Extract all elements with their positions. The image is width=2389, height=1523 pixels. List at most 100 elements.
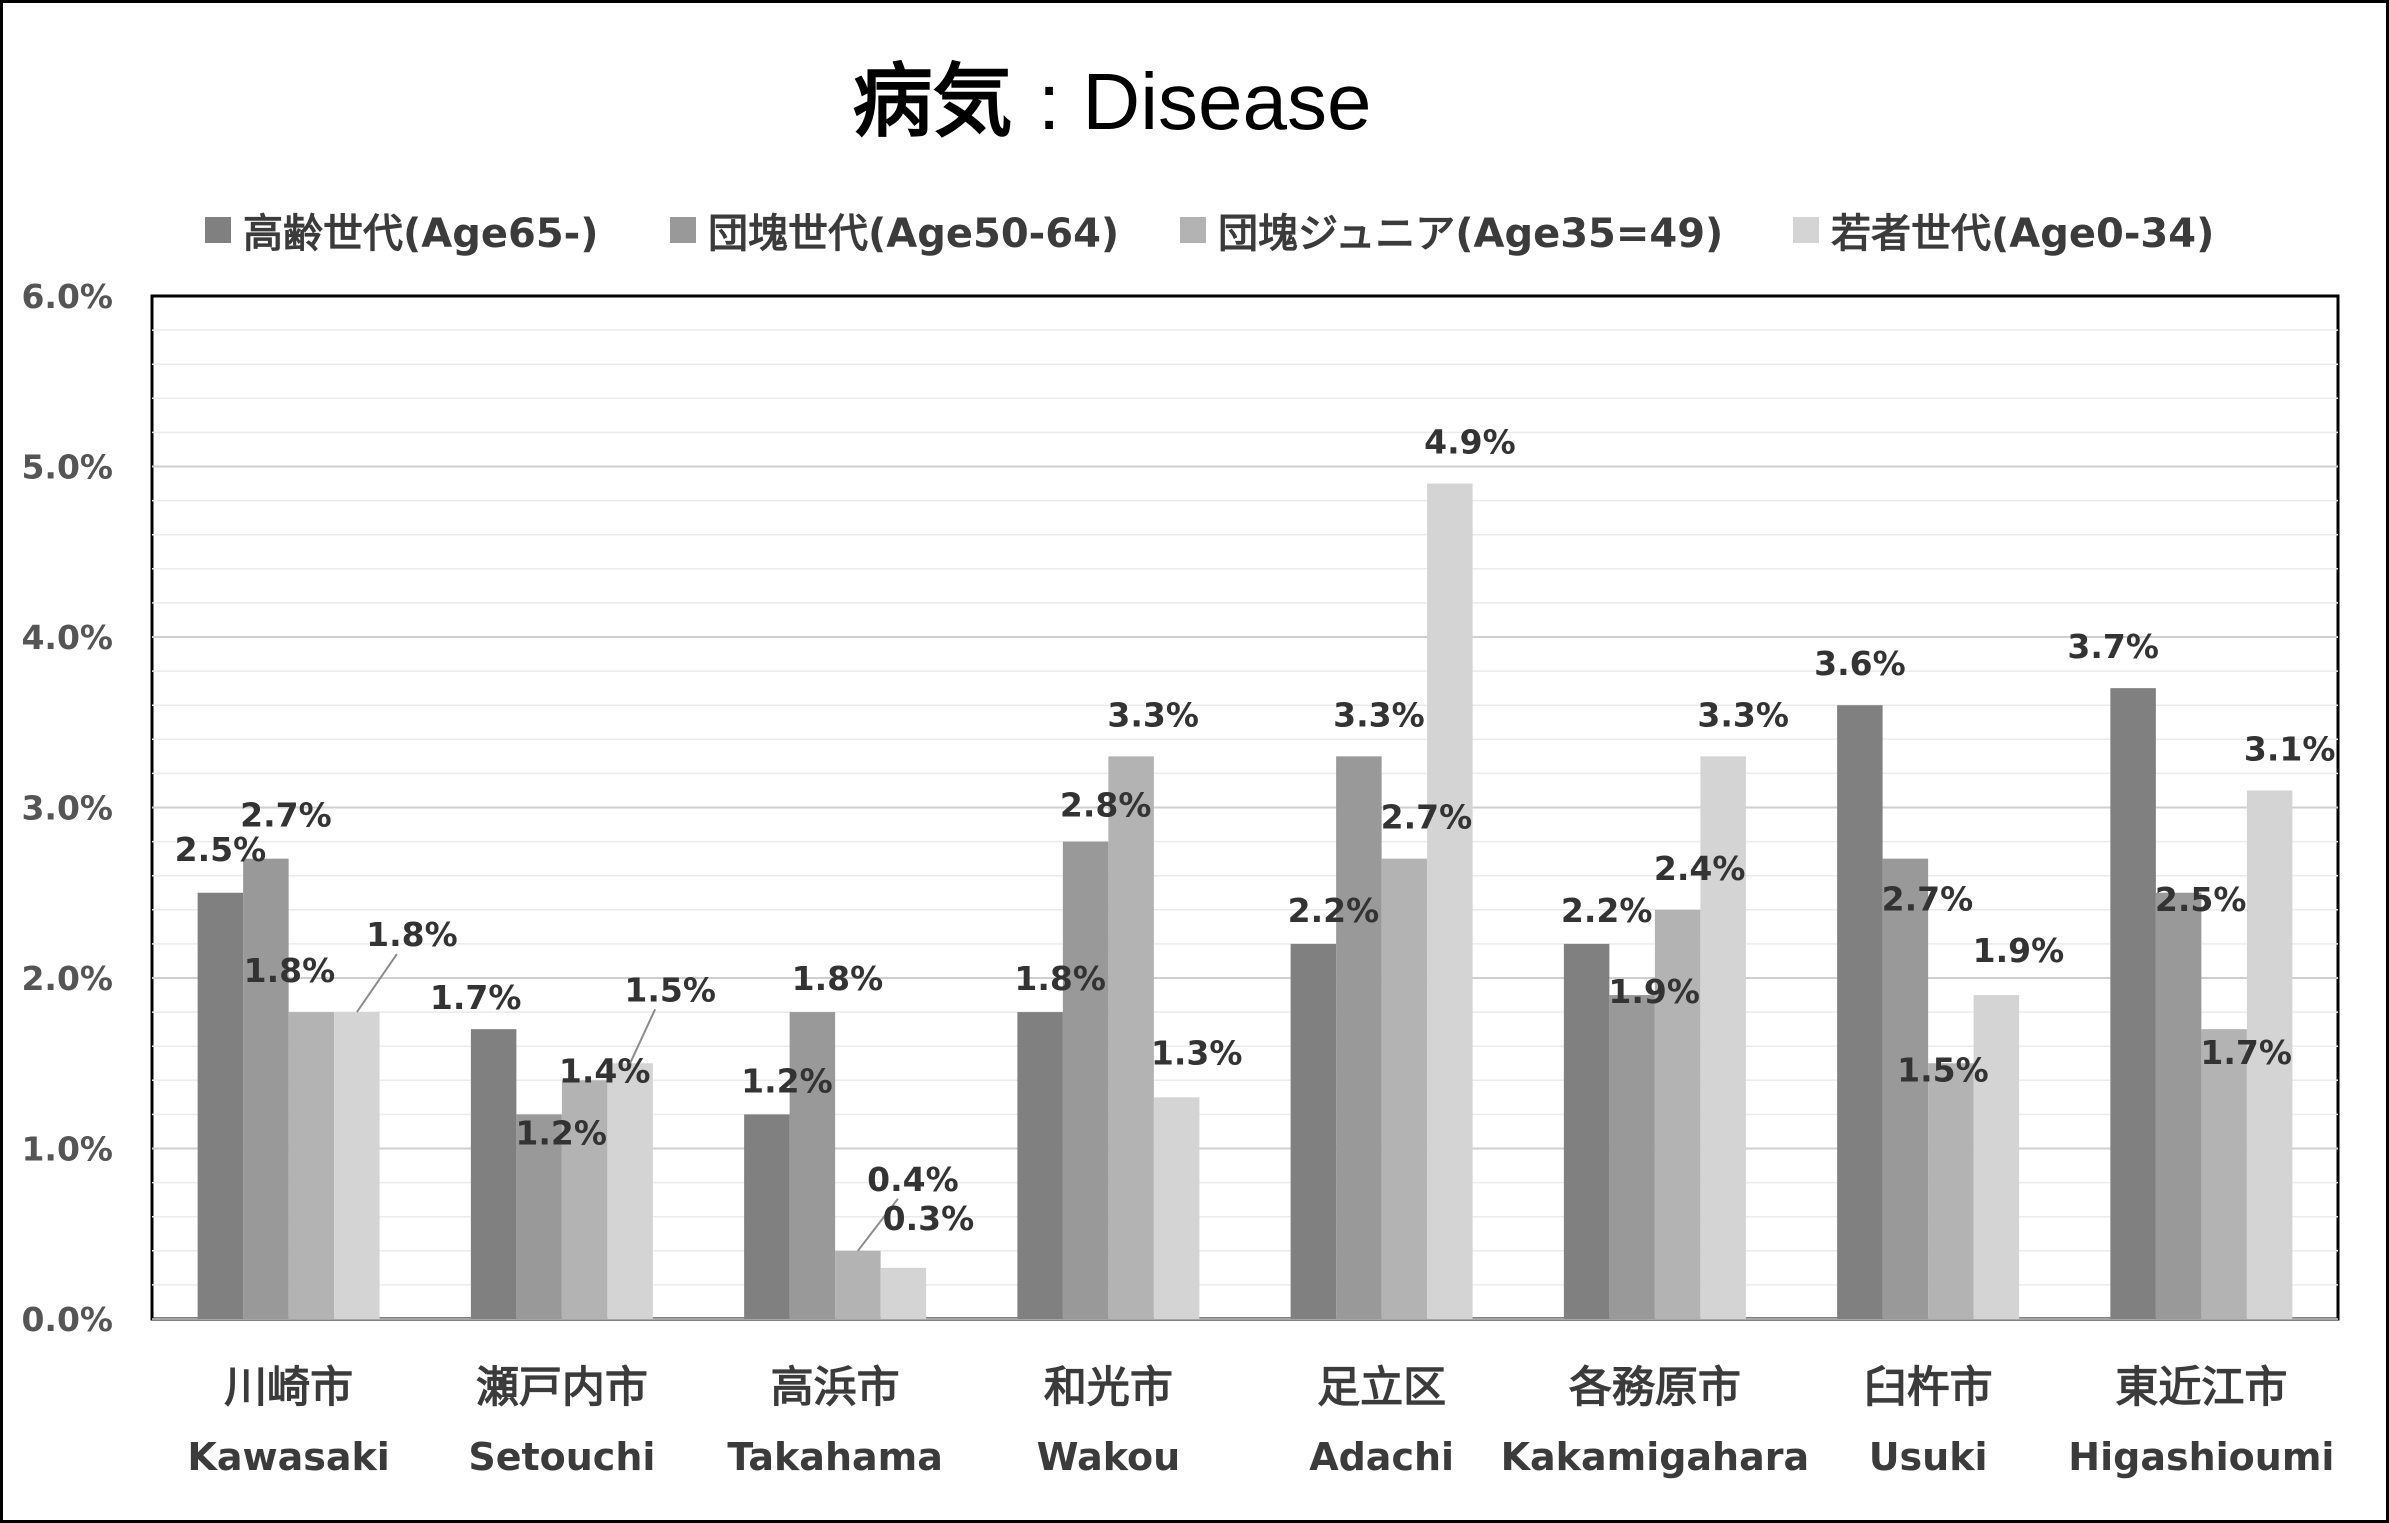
data-label: 2.5% bbox=[2155, 880, 2247, 919]
bar bbox=[607, 1063, 653, 1319]
y-tick-label: 6.0% bbox=[21, 277, 113, 316]
data-label-leader bbox=[857, 1198, 899, 1252]
legend-item-youth: 若者世代(Age0-34) bbox=[1793, 200, 2214, 260]
data-label-leader bbox=[356, 953, 398, 1013]
legend-label-youth: 若者世代(Age0-34) bbox=[1831, 211, 2215, 257]
bar bbox=[2110, 688, 2156, 1319]
bar bbox=[1654, 909, 1701, 1319]
legend-label-baby-boomers: 団塊世代(Age50-64) bbox=[708, 211, 1120, 257]
data-label: 1.9% bbox=[1608, 972, 1700, 1011]
y-tick-label: 5.0% bbox=[21, 448, 113, 487]
data-label: 0.4% bbox=[867, 1160, 959, 1199]
data-label: 3.3% bbox=[1333, 695, 1425, 734]
legend-label-junior: 団塊ジュニア(Age35=49) bbox=[1218, 211, 1724, 257]
bar bbox=[1837, 705, 1883, 1319]
bar bbox=[835, 1250, 881, 1319]
bar bbox=[470, 1029, 517, 1319]
bar bbox=[880, 1267, 927, 1319]
data-label: 1.7% bbox=[2200, 1033, 2292, 1072]
bar bbox=[1381, 858, 1428, 1319]
x-category-label-en: Usuki bbox=[1869, 1435, 1988, 1479]
x-category-label-jp: 和光市 bbox=[1044, 1363, 1173, 1413]
x-category-label-jp: 高浜市 bbox=[771, 1363, 900, 1413]
data-label: 1.8% bbox=[1014, 959, 1106, 998]
data-label: 1.3% bbox=[1151, 1033, 1243, 1072]
x-category-label-jp: 臼杵市 bbox=[1864, 1363, 1993, 1413]
y-tick-label: 2.0% bbox=[21, 959, 113, 998]
bar bbox=[1609, 995, 1655, 1319]
x-category-label-jp: 瀬戸内市 bbox=[476, 1363, 648, 1413]
data-label: 1.4% bbox=[559, 1051, 651, 1090]
data-label: 1.8% bbox=[366, 915, 458, 954]
bar bbox=[2201, 1029, 2247, 1319]
data-label: 3.3% bbox=[1107, 695, 1199, 734]
chart-title-jp: 病気 bbox=[852, 55, 1013, 148]
legend-label-elderly: 高齢世代(Age65-) bbox=[243, 211, 599, 257]
x-category-label-en: Higashioumi bbox=[2068, 1435, 2334, 1479]
data-label: 1.9% bbox=[1973, 931, 2065, 970]
bar bbox=[561, 1080, 608, 1319]
legend-item-baby-boomers: 団塊世代(Age50-64) bbox=[670, 200, 1119, 260]
data-label: 2.2% bbox=[1288, 891, 1380, 930]
bar bbox=[1563, 943, 1610, 1319]
data-label: 4.9% bbox=[1424, 423, 1516, 462]
x-category-label-en: Adachi bbox=[1309, 1435, 1454, 1479]
x-category-label-en: Kakamigahara bbox=[1501, 1435, 1810, 1479]
data-label: 1.8% bbox=[244, 951, 336, 990]
legend-swatch-youth bbox=[1793, 217, 1819, 243]
y-tick-label: 0.0% bbox=[21, 1300, 113, 1339]
legend-item-elderly: 高齢世代(Age65-) bbox=[205, 200, 599, 260]
bar bbox=[1017, 1012, 1063, 1319]
x-category-label-jp: 各務原市 bbox=[1569, 1363, 1741, 1413]
data-label: 1.5% bbox=[1897, 1050, 1989, 1089]
legend: 高齢世代(Age65-) 団塊世代(Age50-64) 団塊ジュニア(Age35… bbox=[0, 200, 2389, 260]
data-label: 1.5% bbox=[624, 970, 716, 1009]
bar bbox=[744, 1114, 790, 1319]
bar bbox=[516, 1114, 562, 1319]
x-category-label-jp: 川崎市 bbox=[224, 1363, 353, 1413]
data-label: 3.1% bbox=[2244, 729, 2336, 768]
legend-swatch-junior bbox=[1180, 217, 1206, 243]
data-label: 2.4% bbox=[1654, 849, 1746, 888]
bar bbox=[288, 1012, 335, 1319]
x-category-label-en: Kawasaki bbox=[187, 1435, 389, 1479]
bar bbox=[1928, 1063, 1974, 1319]
bar bbox=[789, 1012, 836, 1319]
bar bbox=[1153, 1097, 1200, 1319]
data-label: 1.2% bbox=[741, 1061, 833, 1100]
data-label: 2.8% bbox=[1060, 786, 1152, 825]
chart-title-en: : Disease bbox=[1037, 57, 1372, 146]
bar bbox=[1290, 943, 1337, 1319]
y-tick-label: 3.0% bbox=[21, 789, 113, 828]
data-label-leader bbox=[629, 1008, 657, 1064]
data-label: 3.3% bbox=[1697, 695, 1789, 734]
bar bbox=[1973, 995, 2020, 1319]
bar bbox=[1336, 756, 1382, 1319]
x-category-label-en: Takahama bbox=[727, 1435, 943, 1479]
data-label: 1.2% bbox=[515, 1113, 607, 1152]
data-label: 2.5% bbox=[175, 830, 267, 869]
bar bbox=[1062, 841, 1109, 1319]
legend-swatch-elderly bbox=[205, 217, 231, 243]
data-label: 2.7% bbox=[1882, 880, 1974, 919]
legend-swatch-baby-boomers bbox=[670, 217, 696, 243]
data-label: 2.2% bbox=[1561, 891, 1653, 930]
data-label: 3.7% bbox=[2067, 627, 2159, 666]
legend-item-junior: 団塊ジュニア(Age35=49) bbox=[1180, 200, 1723, 260]
data-label: 2.7% bbox=[1381, 798, 1473, 837]
data-label: 1.8% bbox=[792, 959, 884, 998]
y-tick-label: 4.0% bbox=[21, 618, 113, 657]
bar bbox=[1882, 858, 1929, 1319]
x-category-label-jp: 足立区 bbox=[1317, 1363, 1446, 1413]
data-label: 3.6% bbox=[1814, 644, 1906, 683]
bar bbox=[243, 858, 289, 1319]
bar bbox=[2155, 892, 2202, 1319]
bar bbox=[334, 1012, 380, 1319]
data-label: 0.3% bbox=[883, 1199, 975, 1238]
bar bbox=[197, 892, 244, 1319]
bar bbox=[1427, 483, 1473, 1319]
chart-title: 病気 : Disease bbox=[0, 52, 2224, 152]
y-tick-label: 1.0% bbox=[21, 1130, 113, 1169]
data-label: 2.7% bbox=[240, 796, 332, 835]
